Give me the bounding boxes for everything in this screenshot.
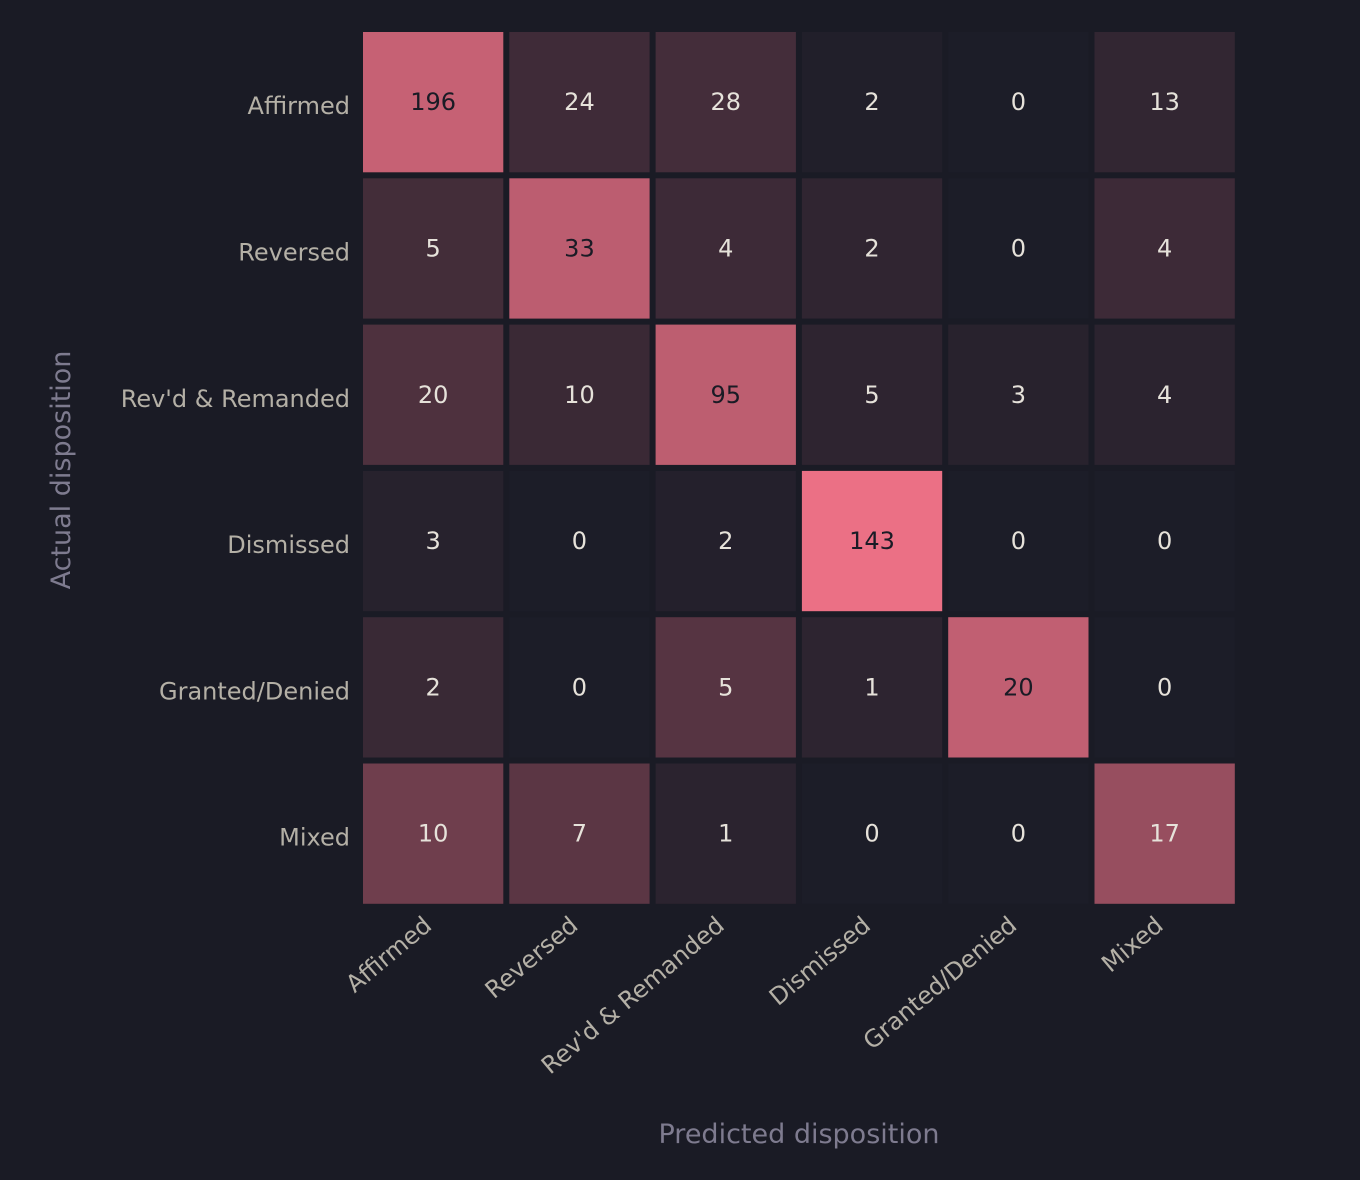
heatmap-cell bbox=[948, 763, 1089, 904]
cell-value-label: 2 bbox=[426, 673, 441, 701]
heatmap-cell bbox=[948, 617, 1089, 758]
cell-value-label: 4 bbox=[1157, 234, 1172, 262]
heatmap-cell bbox=[948, 32, 1089, 173]
cell-value-label: 3 bbox=[426, 527, 441, 555]
cell-value-label: 95 bbox=[710, 381, 741, 409]
cell-value-label: 2 bbox=[864, 88, 879, 116]
cell-value-label: 3 bbox=[1011, 381, 1026, 409]
cell-value-label: 5 bbox=[426, 234, 441, 262]
y-tick-labels: Affirmed Reversed Rev'd & Remanded Dismisse… bbox=[121, 92, 350, 852]
heatmap-cell bbox=[509, 470, 650, 612]
heatmap-cell bbox=[801, 470, 943, 612]
heatmap-cell bbox=[1094, 617, 1235, 758]
cell-value-label: 20 bbox=[418, 381, 449, 409]
cell-value-label: 0 bbox=[1011, 820, 1026, 848]
cell-value-label: 0 bbox=[1011, 527, 1026, 555]
cell-value-label: 143 bbox=[849, 527, 895, 555]
heatmap-cell bbox=[801, 324, 943, 465]
heatmap-cell bbox=[1094, 32, 1235, 173]
cell-value-label: 7 bbox=[572, 820, 587, 848]
heatmap-cell bbox=[801, 32, 943, 173]
cell-value-label: 24 bbox=[564, 88, 595, 116]
heatmap-cell bbox=[509, 763, 650, 904]
cell-value-label: 0 bbox=[572, 527, 587, 555]
cell-value-label: 5 bbox=[864, 381, 879, 409]
cell-value-label: 28 bbox=[710, 88, 741, 116]
heatmap-cell bbox=[509, 617, 650, 758]
cell-value-label: 10 bbox=[418, 820, 449, 848]
y-tick-label: Dismissed bbox=[227, 531, 350, 559]
y-tick-label: Reversed bbox=[238, 238, 350, 266]
y-axis-title: Actual disposition bbox=[46, 351, 77, 590]
cell-value-label: 0 bbox=[1157, 673, 1172, 701]
cell-value-label: 4 bbox=[718, 234, 733, 262]
cell-value-label: 0 bbox=[1011, 88, 1026, 116]
heatmap-cell bbox=[948, 470, 1089, 612]
cell-value-label: 2 bbox=[718, 527, 733, 555]
heatmap-cell bbox=[509, 32, 650, 173]
y-tick-label: Granted/Denied bbox=[159, 677, 350, 705]
y-tick-label: Rev'd & Remanded bbox=[121, 385, 350, 413]
heatmap-cell bbox=[509, 178, 650, 319]
heatmap-cell bbox=[1094, 763, 1235, 904]
heatmap-cell bbox=[655, 32, 796, 173]
heatmap-cell bbox=[801, 178, 943, 319]
cell-value-label: 20 bbox=[1003, 673, 1034, 701]
cell-value-label: 0 bbox=[1157, 527, 1172, 555]
heatmap-cell bbox=[801, 763, 943, 904]
heatmap-cell bbox=[363, 470, 504, 612]
cell-value-label: 1 bbox=[864, 673, 879, 701]
cell-value-label: 2 bbox=[864, 234, 879, 262]
heatmap-cell bbox=[363, 617, 504, 758]
heatmap-cell bbox=[801, 617, 943, 758]
heatmap-cell bbox=[655, 617, 796, 758]
heatmap-cells: 196 24 28 2 0 135 33 4 2 0 420 10 95 5 3 43 0 2 143 0 02 0 5 1 2… bbox=[363, 32, 1235, 904]
heatmap-cell bbox=[655, 178, 796, 319]
heatmap-cell bbox=[363, 324, 504, 465]
heatmap-cell bbox=[1094, 324, 1235, 465]
heatmap-cell bbox=[509, 324, 650, 465]
heatmap-cell bbox=[363, 178, 504, 319]
heatmap-cell bbox=[655, 763, 796, 904]
y-tick-label: Affirmed bbox=[248, 92, 350, 120]
y-tick-label: Mixed bbox=[279, 824, 350, 852]
heatmap-cell bbox=[363, 763, 504, 904]
heatmap-cell bbox=[363, 32, 504, 173]
heatmap-cell bbox=[948, 178, 1089, 319]
cell-value-label: 196 bbox=[410, 88, 456, 116]
cell-value-label: 17 bbox=[1149, 820, 1180, 848]
cell-value-label: 13 bbox=[1149, 88, 1180, 116]
cell-value-label: 33 bbox=[564, 234, 595, 262]
cell-value-label: 10 bbox=[564, 381, 595, 409]
heatmap-cell bbox=[655, 324, 796, 465]
cell-value-label: 4 bbox=[1157, 381, 1172, 409]
cell-value-label: 0 bbox=[864, 820, 879, 848]
cell-value-label: 5 bbox=[718, 673, 733, 701]
heatmap-cell bbox=[655, 470, 796, 612]
heatmap-cell bbox=[1094, 470, 1235, 612]
heatmap-cell bbox=[1094, 178, 1235, 319]
heatmap-cell bbox=[948, 324, 1089, 465]
cell-value-label: 0 bbox=[572, 673, 587, 701]
cell-value-label: 0 bbox=[1011, 234, 1026, 262]
x-axis-title: Predicted disposition bbox=[659, 1119, 940, 1150]
cell-value-label: 1 bbox=[718, 820, 733, 848]
